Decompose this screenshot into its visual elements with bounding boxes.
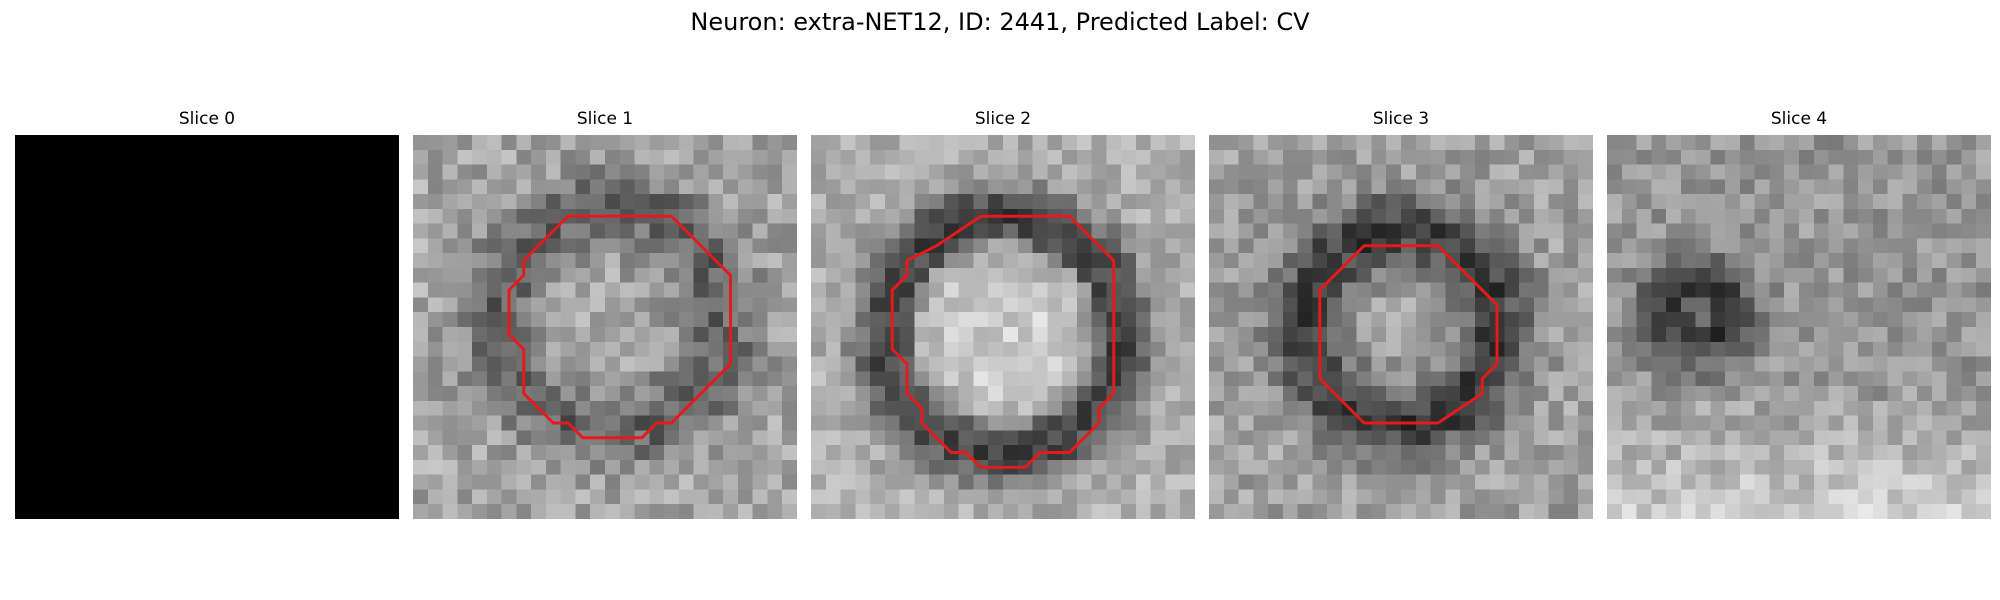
pixel-grid <box>1209 135 1593 519</box>
slice-panel-4: Slice 4 <box>1607 108 1991 519</box>
slice-image <box>1209 135 1593 519</box>
figure-title: Neuron: extra-NET12, ID: 2441, Predicted… <box>690 8 1310 36</box>
slice-image <box>811 135 1195 519</box>
slice-title: Slice 2 <box>974 109 1032 129</box>
pixel-grid <box>1607 135 1991 519</box>
slice-panel-3: Slice 3 <box>1209 108 1593 519</box>
slice-image <box>1607 135 1991 519</box>
pixel-grid <box>15 135 399 519</box>
slice-panel-2: Slice 2 <box>811 108 1195 519</box>
slice-title: Slice 0 <box>178 109 236 129</box>
slice-image <box>15 135 399 519</box>
segmentation-contour <box>890 214 1116 469</box>
segmentation-contour <box>1318 244 1499 425</box>
slice-panel-0: Slice 0 <box>15 108 399 519</box>
slice-title: Slice 4 <box>1770 109 1828 129</box>
slice-image <box>413 135 797 519</box>
pixel-grid <box>811 135 1195 519</box>
segmentation-contour <box>507 214 733 440</box>
slice-title: Slice 3 <box>1372 109 1430 129</box>
slice-title: Slice 1 <box>576 109 634 129</box>
pixel-grid <box>413 135 797 519</box>
slice-panel-1: Slice 1 <box>413 108 797 519</box>
